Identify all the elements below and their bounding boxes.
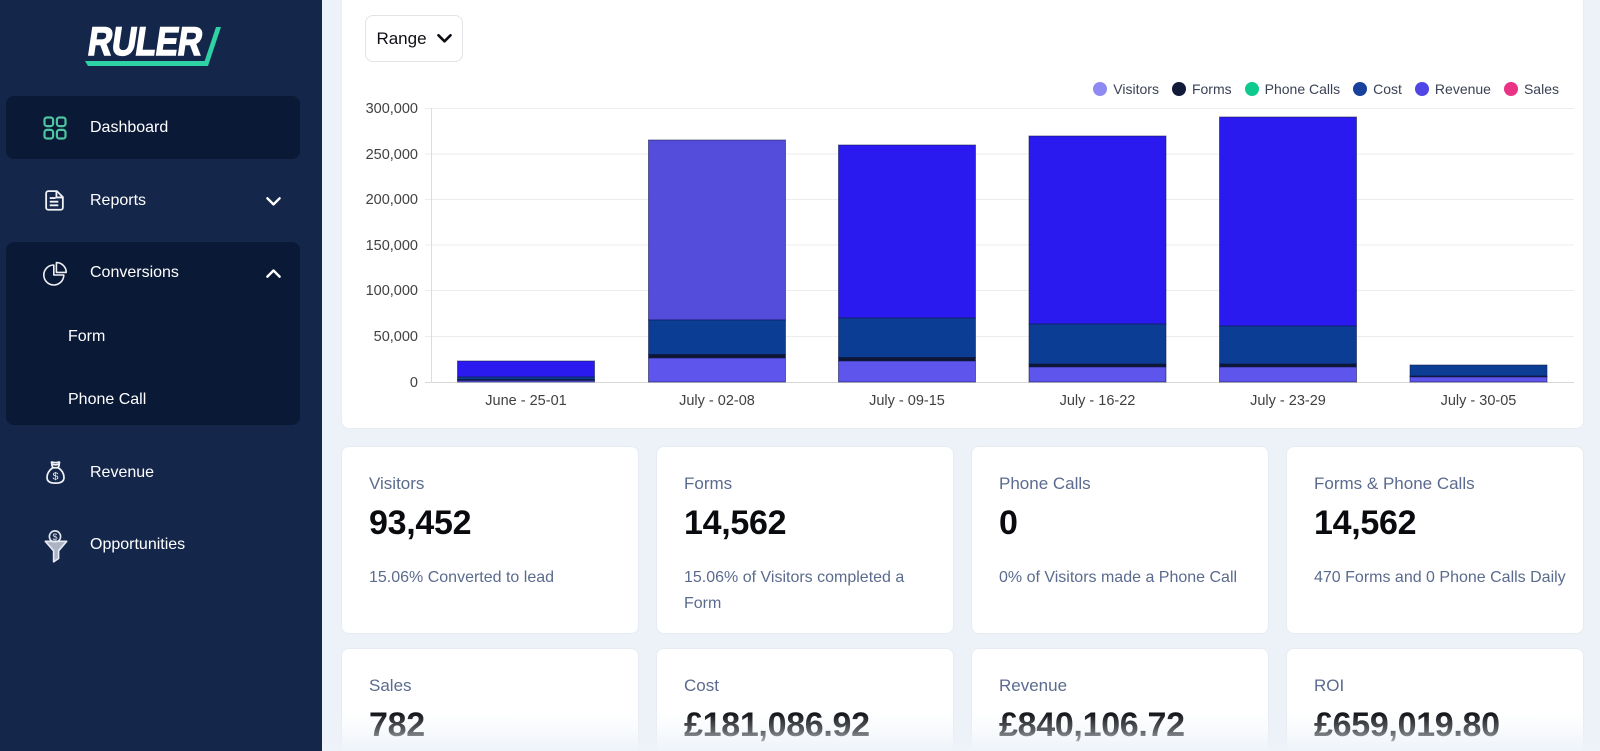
svg-text:200,000: 200,000 bbox=[366, 192, 418, 208]
svg-text:$: $ bbox=[53, 470, 59, 482]
svg-text:300,000: 300,000 bbox=[366, 101, 418, 117]
svg-text:June - 25-01: June - 25-01 bbox=[485, 393, 566, 409]
svg-text:July - 23-29: July - 23-29 bbox=[1250, 393, 1326, 409]
svg-text:250,000: 250,000 bbox=[366, 147, 418, 163]
svg-text:$: $ bbox=[52, 532, 57, 542]
svg-text:0: 0 bbox=[410, 375, 418, 391]
svg-text:July - 09-15: July - 09-15 bbox=[869, 393, 945, 409]
svg-text:July - 30-05: July - 30-05 bbox=[1441, 393, 1517, 409]
svg-text:150,000: 150,000 bbox=[366, 238, 418, 254]
svg-text:50,000: 50,000 bbox=[374, 329, 418, 345]
svg-text:July - 02-08: July - 02-08 bbox=[679, 393, 755, 409]
svg-text:July - 16-22: July - 16-22 bbox=[1060, 393, 1136, 409]
svg-text:100,000: 100,000 bbox=[366, 283, 418, 299]
